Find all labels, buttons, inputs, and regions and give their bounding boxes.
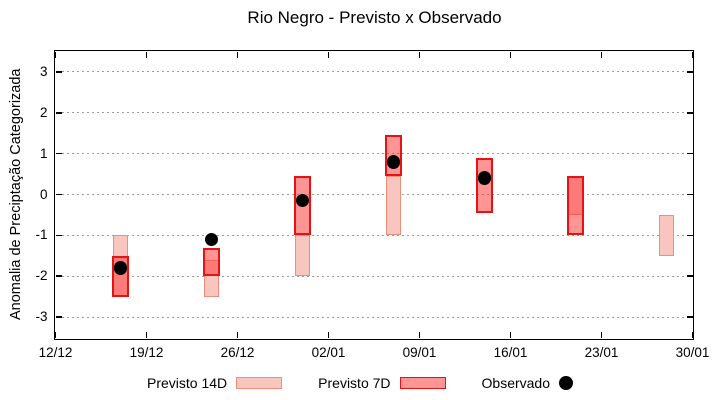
x-tickmark-top: [327, 51, 330, 58]
x-tickmark-top: [600, 51, 603, 58]
y-tick-label: -1: [35, 227, 48, 243]
y-gridline: [56, 112, 692, 114]
legend-label-previsto-14d: Previsto 14D: [147, 375, 228, 391]
x-tickmark-bottom: [327, 331, 330, 338]
y-tickmark-left: [55, 275, 62, 277]
observado-point: [477, 171, 492, 185]
x-tick-label: 23/01: [584, 344, 619, 360]
observado-point: [295, 193, 310, 208]
legend-item-observado: Observado: [482, 375, 573, 391]
legend: Previsto 14D Previsto 7D Observado: [0, 370, 720, 396]
x-tick-label: 30/01: [675, 344, 710, 360]
x-tick-label: 16/01: [493, 344, 528, 360]
x-tickmark-bottom: [145, 331, 148, 338]
y-gridline: [56, 316, 692, 318]
legend-label-previsto-7d: Previsto 7D: [318, 375, 391, 391]
previsto-7d-bar: [476, 157, 493, 213]
plot-area: [54, 50, 694, 340]
previsto-7d-bar: [203, 247, 220, 277]
x-tickmark-top: [145, 51, 148, 58]
previsto-7d-swatch-icon: [399, 377, 446, 389]
y-gridline: [56, 153, 692, 155]
x-tickmark-top: [509, 51, 512, 58]
x-tickmark-bottom: [236, 331, 239, 338]
x-tickmark-bottom: [54, 331, 57, 338]
y-gridline: [56, 194, 692, 195]
x-tickmark-top: [236, 51, 239, 58]
y-tickmark-left: [55, 152, 62, 155]
legend-label-observado: Observado: [481, 375, 550, 391]
y-tickmark-left: [55, 71, 62, 73]
x-tickmark-bottom: [691, 331, 694, 338]
y-tick-label: 0: [39, 186, 48, 202]
x-tickmark-bottom: [418, 331, 421, 338]
y-tickmark-right: [686, 112, 693, 114]
chart-title: Rio Negro - Previsto x Observado: [247, 8, 502, 27]
x-tickmark-top: [418, 51, 421, 58]
x-tick-label: 09/01: [402, 344, 437, 360]
observado-point: [386, 155, 401, 169]
x-tickmark-bottom: [509, 331, 512, 338]
y-tickmark-right: [686, 275, 693, 277]
y-tickmark-right: [686, 71, 693, 73]
y-gridline: [56, 234, 692, 236]
y-tick-label: 1: [39, 145, 48, 161]
legend-item-previsto-14d: Previsto 14D: [147, 375, 283, 391]
y-tick-label: 3: [39, 63, 48, 79]
observado-dot-icon: [559, 376, 573, 390]
observado-point: [204, 232, 219, 247]
y-tick-label: -3: [35, 309, 48, 325]
x-tick-label: 19/12: [129, 344, 164, 360]
x-tick-label: 02/01: [311, 344, 346, 360]
legend-item-previsto-7d: Previsto 7D: [318, 375, 446, 391]
x-tickmark-bottom: [600, 331, 603, 338]
y-tickmark-left: [55, 316, 62, 318]
previsto-14d-bar: [386, 176, 401, 236]
x-tickmark-top: [691, 51, 694, 58]
y-tickmark-right: [686, 234, 693, 237]
x-tick-label: 12/12: [38, 344, 73, 360]
previsto-14d-bar: [295, 235, 310, 277]
y-tickmark-right: [686, 152, 693, 155]
previsto-14d-bar: [659, 214, 674, 256]
y-gridline: [56, 275, 692, 277]
y-tickmark-right: [686, 316, 693, 318]
x-tick-label: 26/12: [220, 344, 255, 360]
previsto-14d-swatch-icon: [236, 377, 283, 389]
y-tick-label: -2: [35, 268, 48, 284]
previsto-7d-bar: [567, 176, 584, 236]
observado-point: [113, 261, 128, 275]
y-tickmark-left: [55, 193, 62, 196]
y-tickmark-right: [686, 193, 693, 196]
y-gridline: [56, 71, 692, 73]
y-tickmark-left: [55, 234, 62, 237]
y-tick-label: 2: [39, 104, 48, 120]
x-tickmark-top: [54, 51, 57, 58]
y-tickmark-left: [55, 112, 62, 114]
